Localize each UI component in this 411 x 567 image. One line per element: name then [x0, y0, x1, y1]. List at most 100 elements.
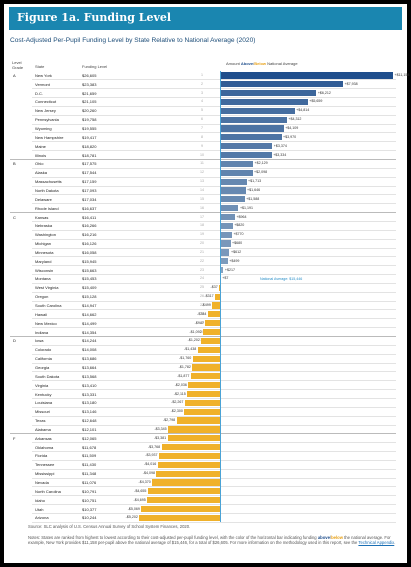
row-divider [32, 318, 396, 319]
funding-level: $12,101 [82, 426, 97, 432]
row-divider [32, 327, 396, 328]
row-divider [32, 442, 396, 443]
row-divider [32, 97, 396, 98]
state-name: Ohio [35, 161, 44, 167]
rank-number: 25 [200, 285, 204, 290]
bar [220, 169, 253, 176]
state-name: North Carolina [35, 488, 61, 494]
rank-number: 24 [200, 276, 204, 281]
bar [220, 240, 231, 247]
bar-value-label: -$499 [201, 303, 211, 308]
state-name: Maryland [35, 258, 52, 264]
bar [220, 187, 246, 194]
funding-level: $15,945 [82, 258, 97, 264]
funding-level: $11,509 [82, 453, 97, 459]
funding-level: $17,544 [82, 170, 97, 176]
header-grade: Level Grade [12, 60, 24, 70]
row-divider [32, 406, 396, 408]
bar-value-label: -$4,370 [138, 480, 151, 485]
bar [220, 134, 282, 141]
state-name: Washington [35, 232, 56, 238]
state-name: Maine [35, 143, 46, 149]
funding-level: $14,008 [82, 347, 97, 353]
bar-value-label: +$680 [232, 241, 243, 246]
bar-value-label: +$4,814 [296, 108, 310, 113]
state-name: Wyoming [35, 126, 52, 132]
row-divider [32, 362, 396, 364]
funding-level: $11,348 [82, 471, 97, 477]
bar [147, 488, 220, 495]
technical-appendix-link[interactable]: Technical Appendix [358, 540, 395, 546]
row-divider [32, 424, 396, 425]
row-divider [32, 114, 396, 116]
notes-text: Notes: States are ranked from highest to… [28, 535, 398, 546]
bar [220, 249, 230, 256]
bar-value-label: +$1,646 [247, 187, 261, 192]
rank-number: 26 [200, 294, 204, 299]
notes-above: above [317, 535, 330, 540]
bar-value-label: +$7,938 [344, 81, 358, 86]
row-divider [32, 397, 396, 399]
notes-slash: / [329, 535, 332, 540]
rank-number: 11 [200, 161, 204, 166]
funding-level: $10,751 [82, 497, 97, 503]
state-name: Massachusetts [35, 179, 62, 185]
funding-level: $16,637 [82, 205, 97, 211]
row-divider [32, 185, 396, 187]
rank-number: 7 [201, 126, 203, 131]
state-name: Texas [35, 418, 46, 424]
bar-value-label: -$4,016 [144, 462, 157, 467]
bar-value-label: +$1,588 [246, 196, 260, 201]
grade-label: B [13, 161, 16, 167]
state-name: Louisiana [35, 400, 53, 406]
header-amount-pre: Amount [226, 61, 241, 66]
rank-number: 3 [201, 90, 203, 95]
rank-number: 30 [200, 329, 204, 334]
row-divider [32, 521, 396, 523]
funding-level: $15,409 [82, 285, 97, 291]
bar [192, 364, 220, 371]
rank-number: 28 [200, 311, 204, 316]
bar-value-label: -$2,798 [162, 418, 176, 423]
row-divider [32, 513, 396, 514]
state-name: Connecticut [35, 99, 57, 105]
row-divider [32, 220, 396, 222]
bar-value-label: +$964 [236, 214, 247, 219]
header-amount-post: National Average [266, 61, 298, 66]
state-name: New Mexico [35, 320, 57, 326]
funding-level: $13,568 [82, 373, 97, 379]
row-divider [32, 459, 396, 461]
row-divider [32, 150, 396, 151]
state-name: Kansas [35, 214, 49, 220]
bar-value-label: -$1,438 [184, 347, 197, 352]
row-divider [32, 247, 396, 248]
bar-value-label: +$2,098 [254, 170, 268, 175]
bar-value-label: -$2,036 [174, 382, 187, 387]
rank-number: 27 [200, 303, 204, 308]
funding-level: $19,417 [82, 134, 97, 140]
figure-banner: Figure 1a. Funding Level [9, 7, 402, 30]
bar-value-label: -$2,267 [171, 400, 184, 405]
figure-title: Figure 1a. Funding Level [17, 11, 172, 24]
chart-title: Cost-Adjusted Per-Pupil Funding Level by… [10, 37, 256, 44]
funding-level: $11,076 [82, 480, 97, 486]
funding-level: $16,216 [82, 232, 97, 238]
state-name: Arkansas [35, 435, 52, 441]
row-divider [32, 238, 396, 240]
funding-level: $14,662 [82, 311, 97, 317]
bar [219, 284, 220, 291]
bar-value-label: +$820 [234, 223, 245, 228]
bar [220, 98, 308, 106]
funding-level: $19,758 [82, 117, 97, 123]
bar-value-label: -$5,069 [127, 506, 140, 511]
state-name: Nebraska [35, 223, 53, 229]
rank-number: 18 [200, 223, 204, 228]
rank-number: 5 [201, 108, 203, 113]
bar [220, 196, 245, 203]
rank-number: 10 [200, 152, 204, 157]
row-divider [32, 451, 396, 452]
funding-level: $12,065 [82, 435, 97, 441]
funding-level: $21,659 [82, 90, 97, 96]
state-name: Missouri [35, 409, 50, 415]
rank-number: 9 [201, 143, 203, 148]
